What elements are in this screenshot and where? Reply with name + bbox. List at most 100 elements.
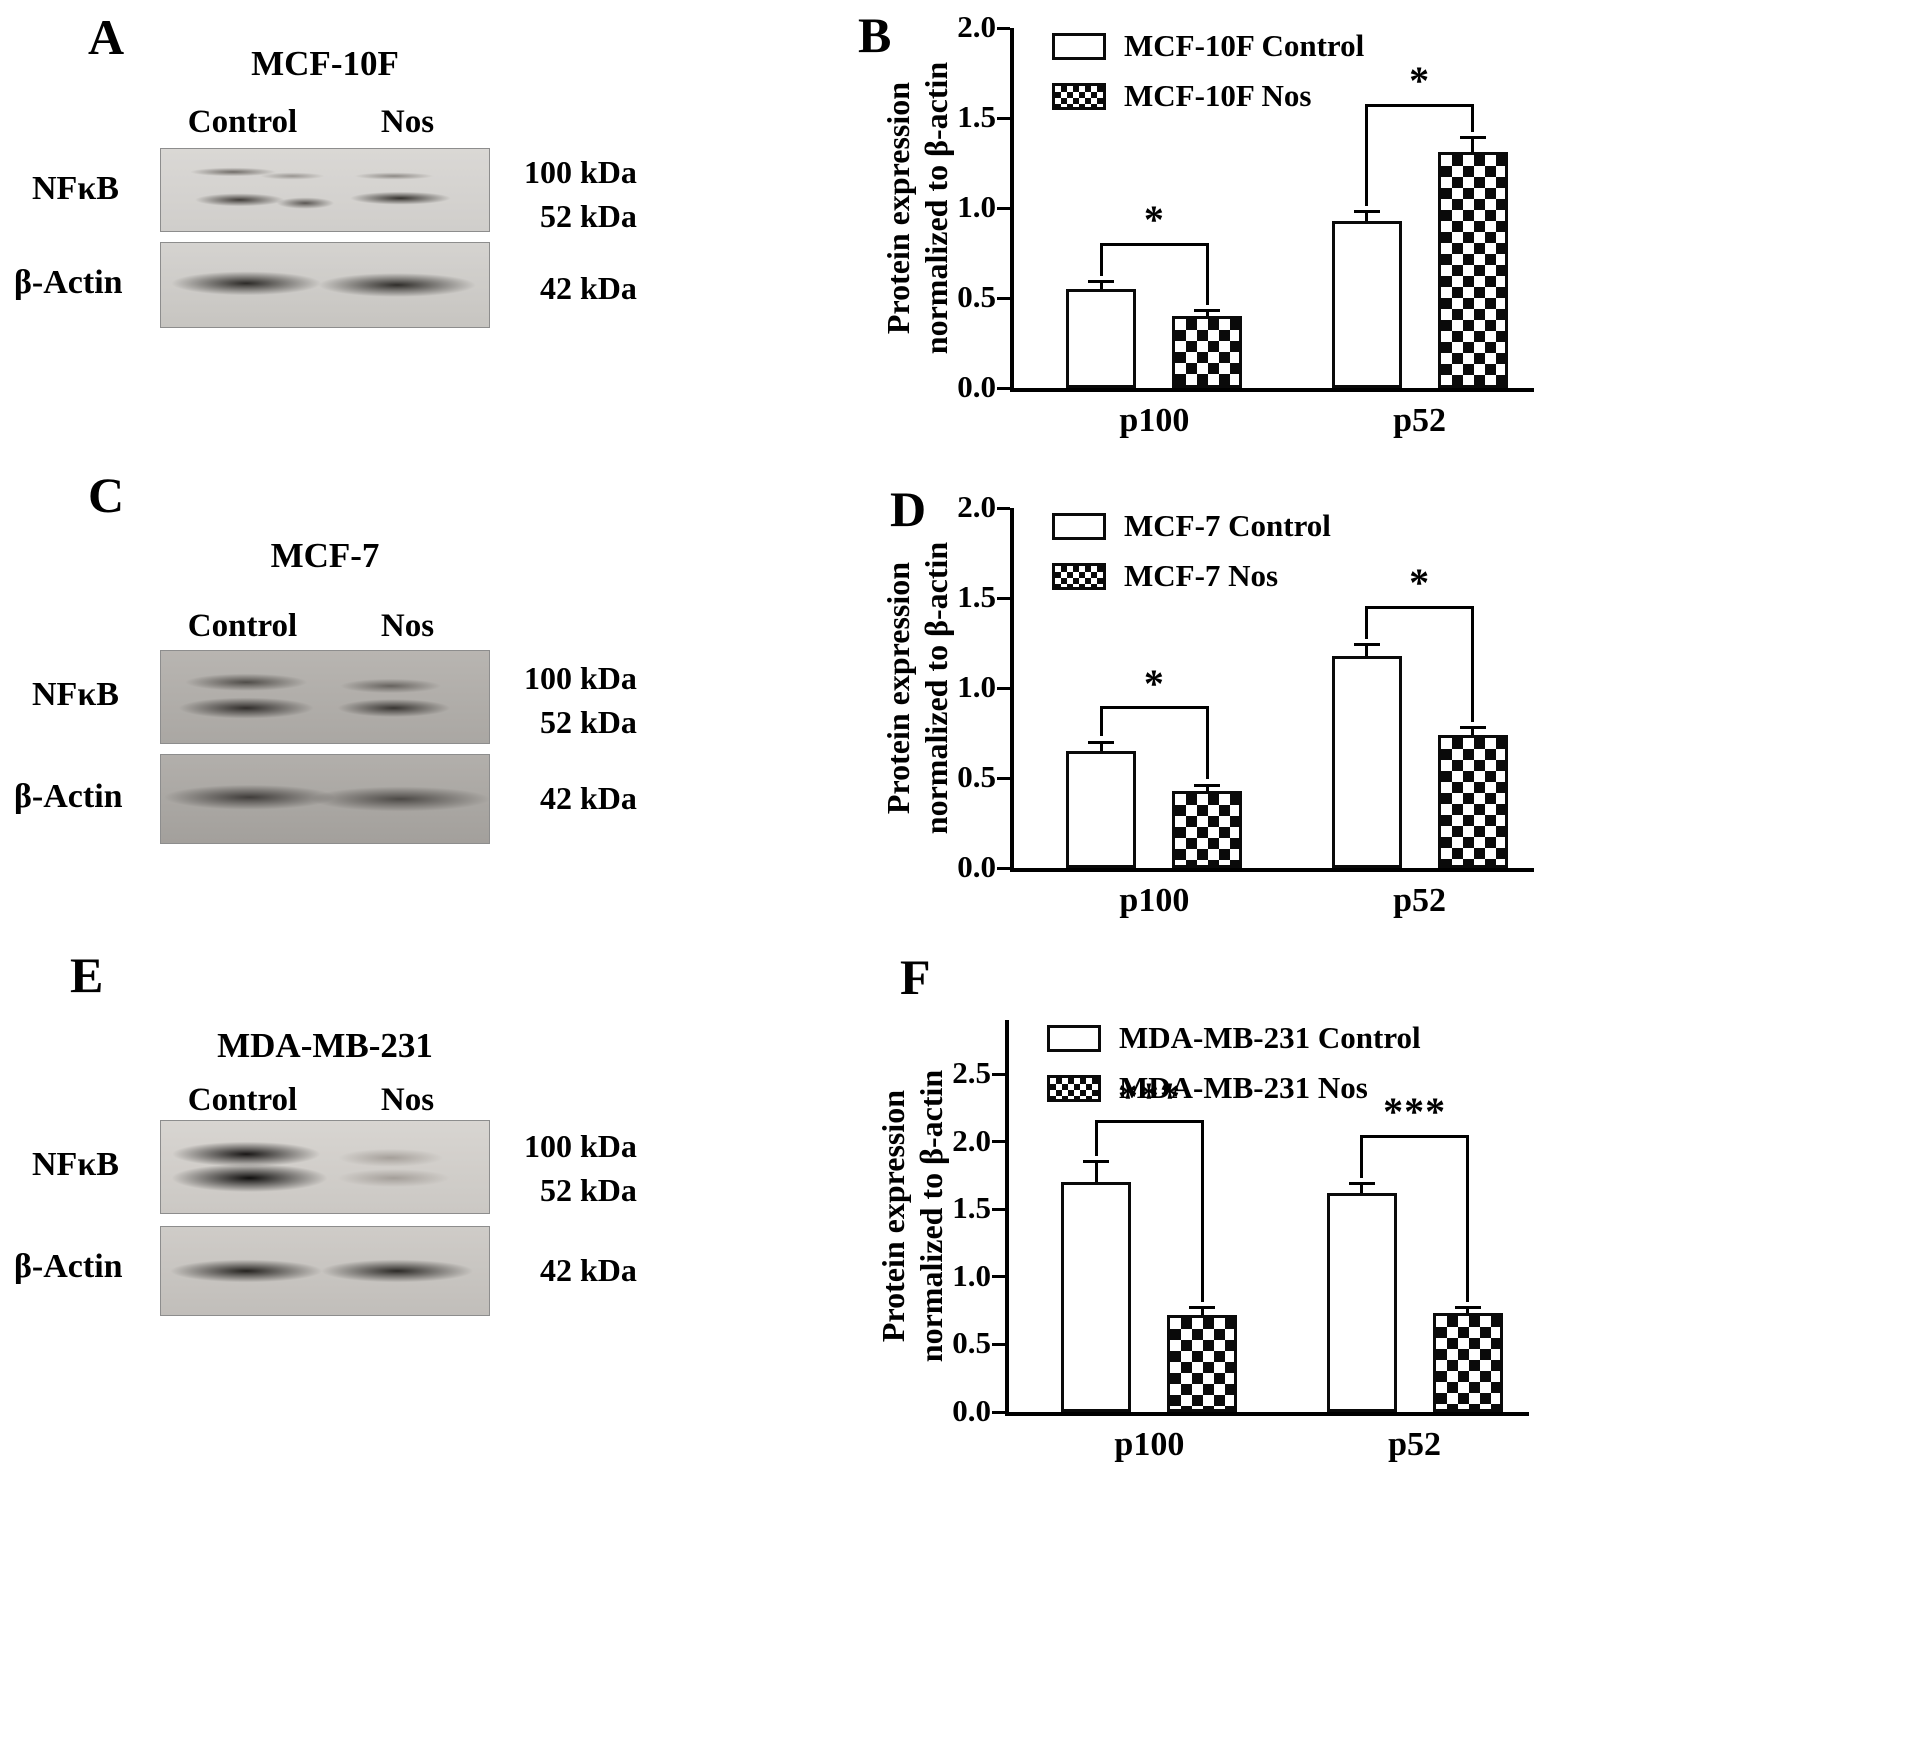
error-bar-cap — [1189, 1306, 1216, 1310]
y-tick-label: 2.0 — [952, 1122, 991, 1158]
nfkb-blot-image — [160, 148, 490, 232]
cell-line-title-e: MDA-MB-231 — [217, 1026, 433, 1065]
y-tick-label: 2.0 — [957, 9, 996, 44]
actin-blot-image — [160, 242, 490, 328]
error-bar — [1099, 742, 1103, 751]
error-bar-cap — [1454, 1306, 1481, 1310]
y-axis-title-line: normalized to β-actin — [913, 1069, 950, 1363]
panel-a: A MCF-10F Control Nos NFκB 100 kDa 52 kD… — [0, 8, 800, 458]
y-axis-title: Protein expression normalized to β-actin — [874, 1020, 954, 1412]
panel-e: E MDA-MB-231 Control Nos NFκB 100 kDa 52… — [0, 940, 800, 1400]
error-bar-cap — [1348, 1182, 1375, 1186]
y-tick-label: 1.0 — [957, 669, 996, 704]
significance-bracket-leg — [1200, 1121, 1204, 1302]
significance-bracket-leg — [1205, 707, 1209, 780]
error-bar — [1471, 137, 1475, 153]
marker-42kda: 42 kDa — [540, 1252, 637, 1288]
y-tick-label: 1.5 — [952, 1190, 991, 1226]
legend-swatch-open — [1047, 1024, 1101, 1052]
bar-control-p52 — [1331, 220, 1402, 388]
y-axis-title-line: normalized to β-actin — [918, 61, 955, 355]
y-tick — [997, 116, 1010, 120]
significance-bracket-leg — [1471, 607, 1475, 722]
legend-label: MDA-MB-231 Control — [1119, 1020, 1421, 1055]
marker-52kda: 52 kDa — [540, 198, 637, 234]
significance-star: *** — [1117, 1074, 1181, 1120]
lane-label-control: Control — [187, 104, 298, 140]
y-tick-label: 0.0 — [957, 849, 996, 884]
y-axis-title-line: normalized to β-actin — [918, 541, 955, 835]
chart-plot-area: 0.0 0.5 1.0 1.5 2.0 2.5 p100 p52 *** *** MDA-MB-23… — [875, 1020, 1529, 1463]
significance-bracket-leg — [1094, 1121, 1098, 1156]
panel-f: F 0.0 0.5 1.0 1.5 2.0 2.5 p100 p52 *** *** MDA-MB-… — [850, 944, 1650, 1504]
panel-a-letter: A — [88, 9, 125, 65]
error-bar-cap — [1194, 309, 1221, 313]
panel-d: D 0.0 0.5 1.0 1.5 2.0 p100 p52 * * MCF-7 Control M… — [850, 478, 1630, 948]
y-tick — [997, 506, 1010, 510]
y-axis-title: Protein expression normalized to β-actin — [879, 508, 959, 868]
cell-line-title-c: MCF-7 — [270, 536, 380, 575]
y-tick — [997, 296, 1010, 300]
significance-bracket-leg — [1360, 1136, 1364, 1178]
nfkb-blot-image — [160, 1120, 490, 1214]
legend-swatch-checkered — [1052, 562, 1106, 590]
significance-bracket — [1099, 242, 1209, 246]
chart-legend: MDA-MB-231 Control MDA-MB-231 Nos — [1047, 1020, 1421, 1120]
bar-nos-p100 — [1172, 316, 1243, 388]
lane-label-nos: Nos — [380, 104, 435, 140]
x-category-label: p100 — [1119, 402, 1190, 439]
marker-100kda: 100 kDa — [524, 154, 637, 190]
marker-42kda: 42 kDa — [540, 780, 637, 816]
lane-labels-a: Control Nos — [160, 104, 490, 141]
panel-f-chart: 0.0 0.5 1.0 1.5 2.0 2.5 p100 p52 *** *** MDA-MB-23… — [875, 1020, 1529, 1463]
y-tick-label: 1.5 — [957, 579, 996, 614]
panel-f-letter: F — [900, 949, 931, 1005]
lane-labels-e: Control Nos — [160, 1082, 490, 1119]
bar-control-p100 — [1061, 1182, 1132, 1412]
legend-item: MCF-10F Control — [1052, 28, 1364, 64]
legend-item: MCF-10F Nos — [1052, 78, 1364, 114]
legend-label: MCF-7 Control — [1124, 508, 1331, 543]
significance-star: *** — [1383, 1089, 1447, 1135]
significance-star: * — [1143, 197, 1165, 242]
significance-bracket-leg — [1205, 244, 1209, 305]
x-category-label: p52 — [1393, 882, 1447, 919]
y-tick — [997, 386, 1010, 390]
y-tick — [997, 686, 1010, 690]
panel-c: C MCF-7 Control Nos NFκB 100 kDa 52 kDa … — [0, 462, 800, 922]
protein-label-actin: β-Actin — [14, 264, 123, 301]
error-bar — [1205, 310, 1209, 316]
legend-label: MCF-10F Nos — [1124, 78, 1312, 113]
error-bar-cap — [1459, 726, 1486, 730]
protein-label-nfkb: NFκB — [32, 676, 119, 713]
error-bar-cap — [1088, 280, 1115, 284]
y-tick-label: 1.5 — [957, 99, 996, 134]
significance-bracket-leg — [1099, 244, 1103, 276]
y-axis-title: Protein expression normalized to β-actin — [879, 28, 959, 388]
marker-100kda: 100 kDa — [524, 660, 637, 696]
y-axis-title-line: Protein expression — [880, 81, 916, 335]
significance-bracket — [1360, 1134, 1470, 1138]
significance-bracket-leg — [1365, 105, 1369, 206]
error-bar — [1365, 211, 1369, 221]
bar-control-p100 — [1066, 751, 1137, 868]
bar-nos-p52 — [1437, 152, 1508, 388]
panel-c-letter: C — [88, 467, 125, 523]
nfkb-blot-image — [160, 650, 490, 744]
legend-swatch-checkered — [1047, 1074, 1101, 1102]
legend-swatch-open — [1052, 512, 1106, 540]
marker-52kda: 52 kDa — [540, 704, 637, 740]
bar-nos-p100 — [1172, 790, 1243, 868]
error-bar — [1094, 1161, 1098, 1183]
marker-52kda: 52 kDa — [540, 1172, 637, 1208]
error-bar — [1200, 1307, 1204, 1315]
panel-b: B 0.0 0.5 1.0 1.5 2.0 p100 p52 * * MCF-10F Contro… — [850, 0, 1630, 470]
legend-label: MDA-MB-231 Nos — [1119, 1070, 1368, 1105]
y-tick — [997, 26, 1010, 30]
error-bar-cap — [1353, 643, 1380, 647]
panel-d-letter: D — [890, 481, 927, 537]
significance-bracket-leg — [1471, 105, 1475, 132]
error-bar — [1466, 1307, 1470, 1314]
x-category-label: p52 — [1388, 1426, 1442, 1463]
bar-control-p52 — [1326, 1193, 1397, 1412]
